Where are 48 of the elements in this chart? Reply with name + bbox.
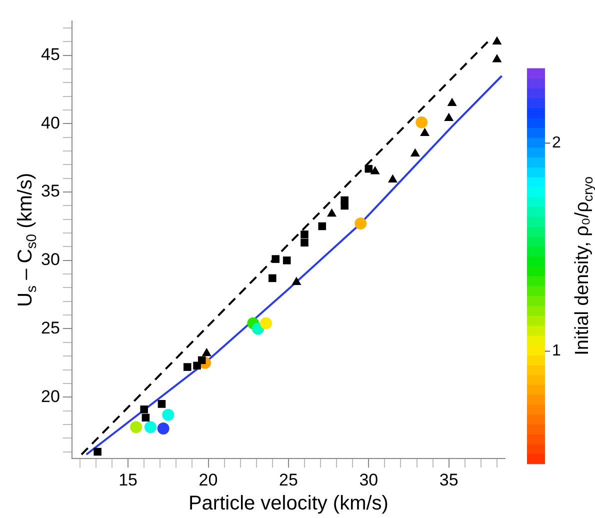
y-tick-label: 35: [40, 182, 60, 201]
point: [94, 448, 102, 456]
point: [300, 230, 308, 238]
point: [370, 166, 380, 174]
point: [300, 238, 308, 247]
y-tick-label: 40: [40, 113, 60, 132]
point: [444, 112, 454, 121]
color-bar-label: 1: [552, 342, 561, 360]
x-tick-label: 15: [118, 470, 138, 490]
point: [268, 274, 276, 282]
x-tick-label: 20: [198, 470, 218, 490]
point: [184, 363, 192, 371]
point: [388, 174, 398, 183]
point: [292, 276, 302, 286]
point: [416, 116, 428, 128]
y-tick-label: 20: [40, 386, 60, 406]
x-axis-title: Particle velocity (km/s): [188, 492, 388, 515]
point: [144, 421, 157, 434]
point: [140, 406, 148, 414]
point: [272, 255, 280, 263]
point: [130, 421, 142, 434]
point: [157, 422, 170, 435]
point: [252, 322, 264, 335]
point: [318, 222, 326, 230]
point: [158, 400, 166, 408]
x-tick-label: 35: [439, 470, 458, 490]
point: [142, 414, 150, 422]
point: [410, 148, 420, 157]
y-axis-title: Us – Cs0 (km/s): [14, 172, 39, 307]
point: [260, 317, 272, 330]
y-tick-label: 45: [40, 45, 60, 64]
point: [492, 54, 502, 62]
point: [447, 98, 457, 106]
color-bar-title: Initial density, ρ₀/ρcryo: [572, 176, 595, 356]
y-tick-label: 30: [40, 250, 60, 270]
x-tick-label: 25: [278, 470, 298, 490]
y-tick-label: 25: [40, 318, 60, 338]
x-tick-label: 30: [359, 470, 378, 490]
point: [340, 202, 348, 210]
point: [282, 256, 291, 264]
point: [202, 348, 212, 356]
point: [420, 128, 430, 136]
point: [162, 408, 174, 421]
point: [364, 164, 373, 173]
point: [492, 36, 502, 44]
color-bar-label: 2: [552, 134, 561, 152]
point: [327, 208, 337, 217]
point: [354, 218, 367, 230]
